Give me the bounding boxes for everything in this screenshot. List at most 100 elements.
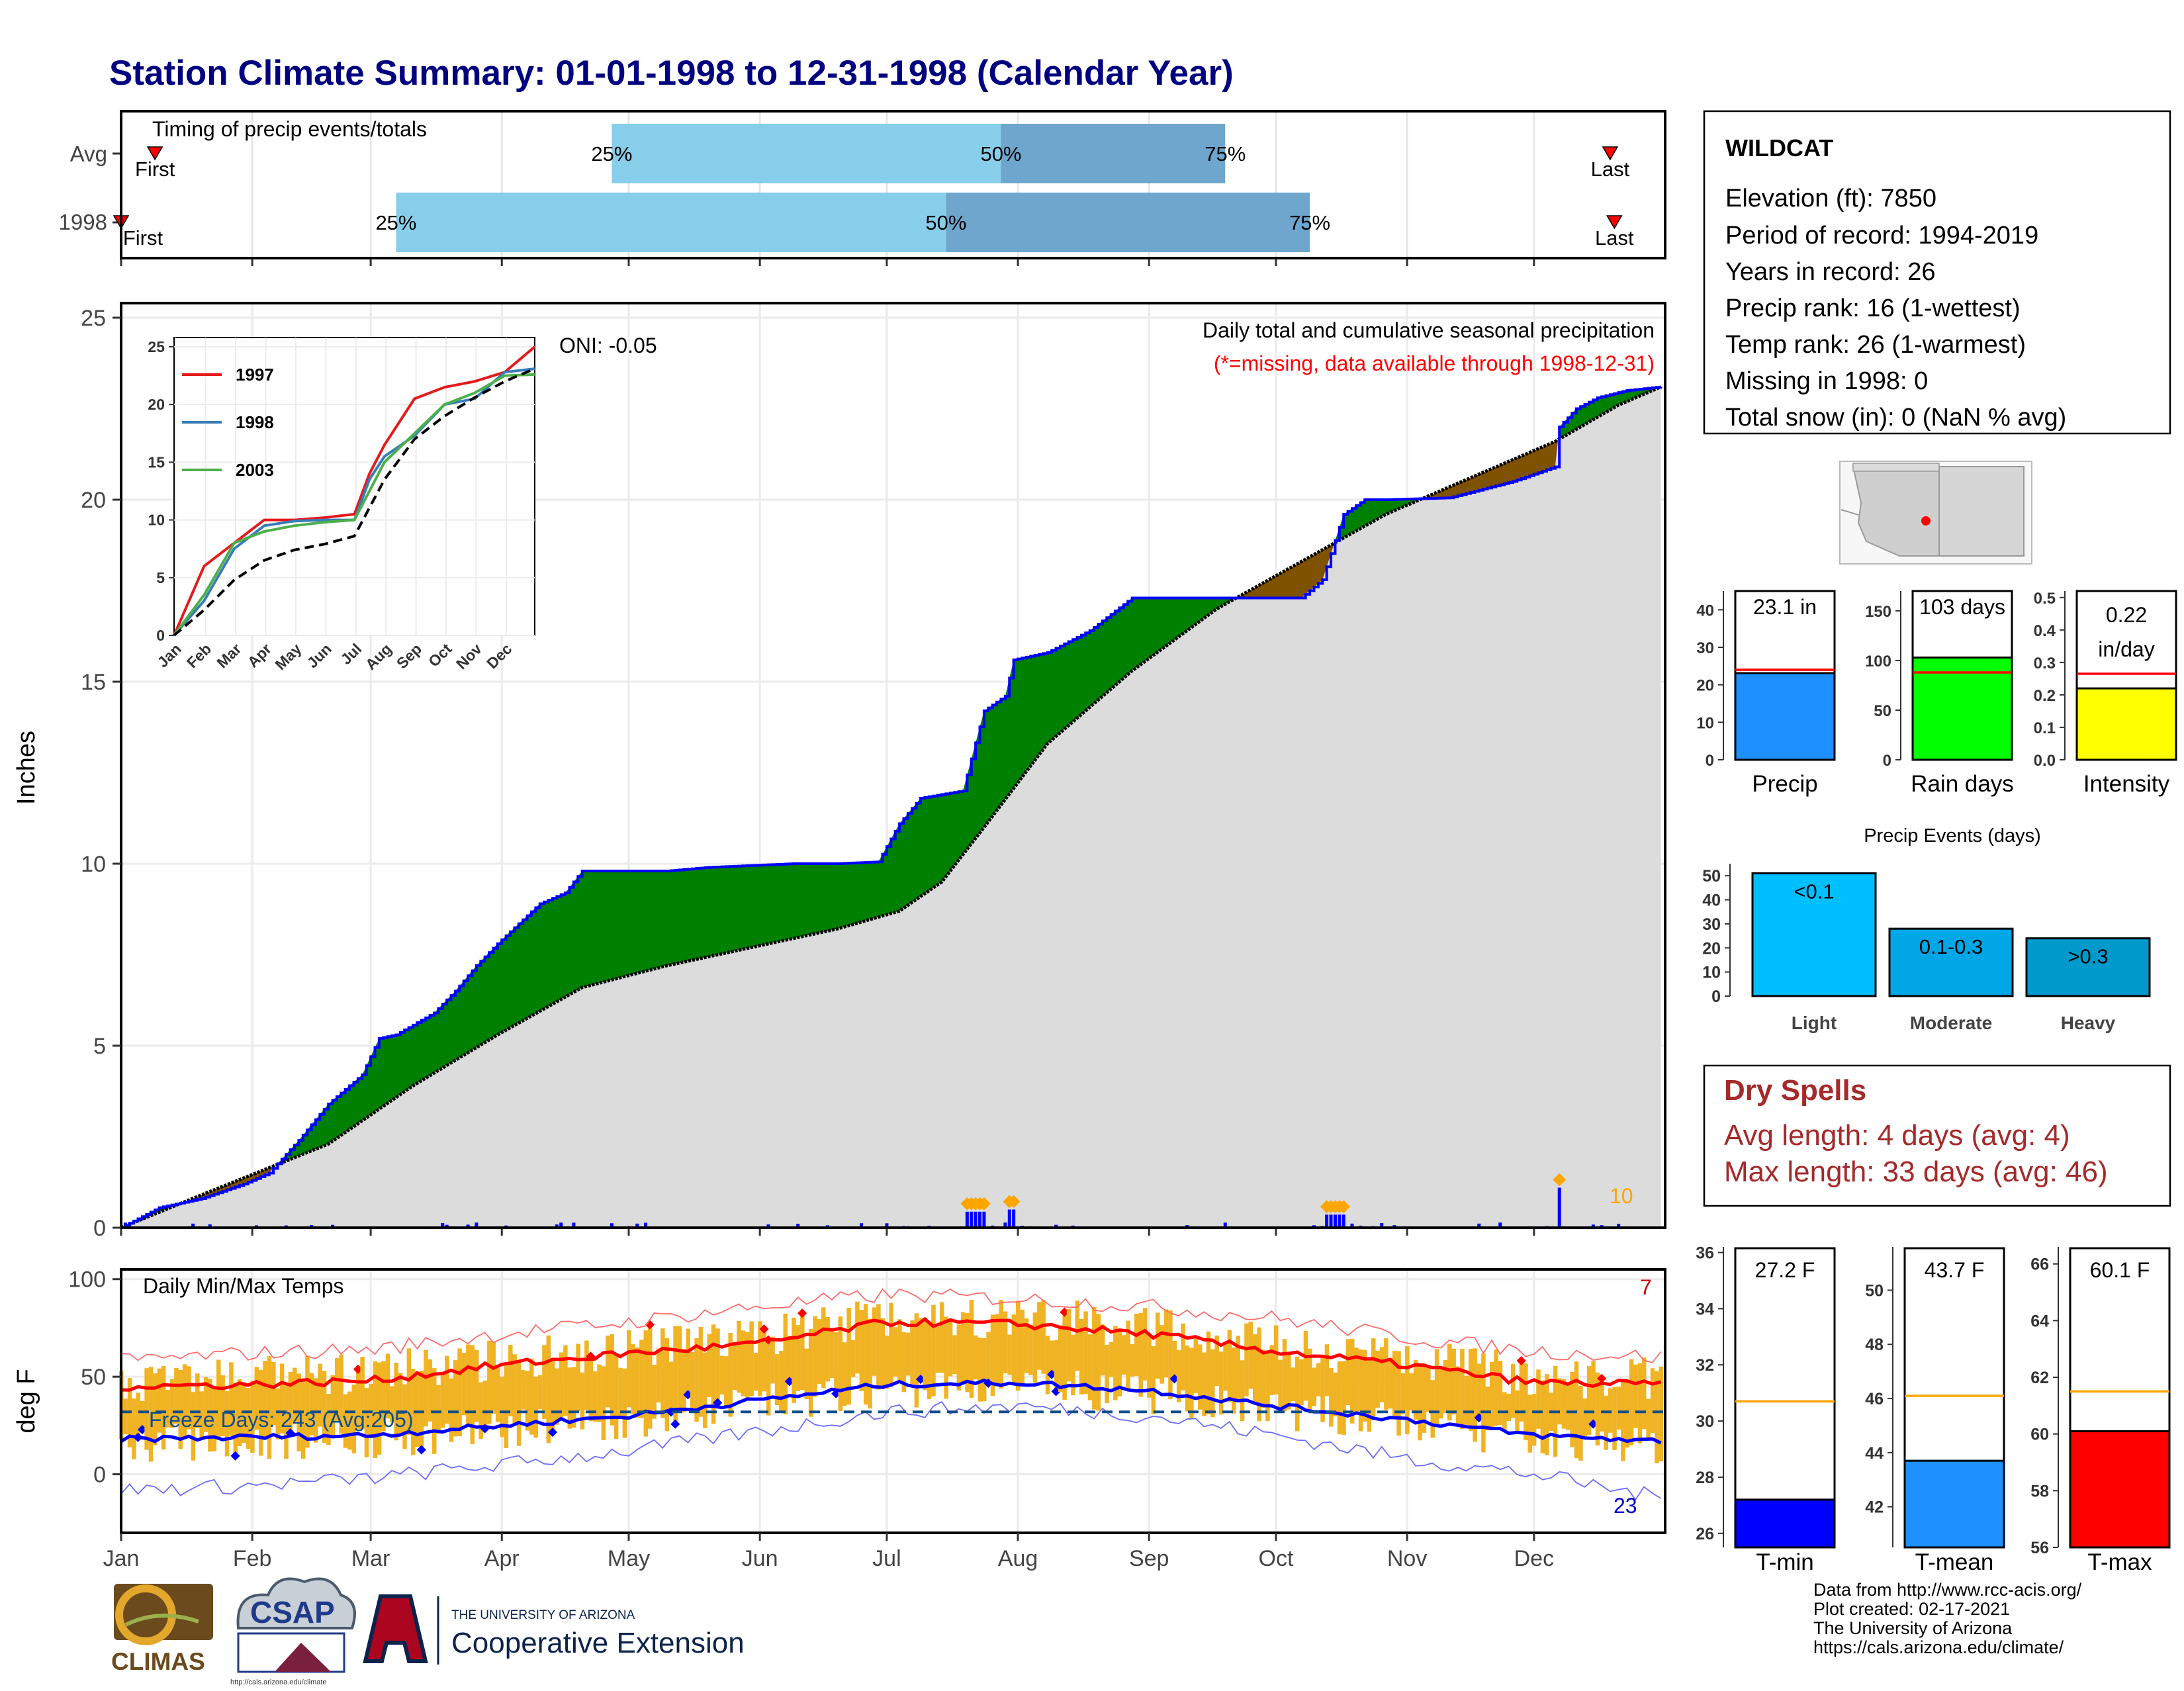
daily-temp-range-bar xyxy=(910,1320,915,1385)
temperature-bar-charts: 26 28 30 32 34 36 27.2 F T-min 42 44 46 48 50 43.7 F T… xyxy=(1696,1244,2171,1575)
station-name: WILDCAT xyxy=(1725,134,1833,161)
daily-temp-range-bar xyxy=(233,1383,238,1456)
daily-temp-range-bar xyxy=(1248,1321,1253,1389)
daily-temp-range-bar xyxy=(855,1301,860,1374)
daily-temp-range-bar xyxy=(677,1326,682,1409)
events-bar xyxy=(2025,937,2151,997)
daily-temp-range-bar xyxy=(326,1394,331,1445)
daily-temp-range-bar xyxy=(1172,1341,1177,1379)
daily-temp-range-bar xyxy=(132,1398,136,1459)
temp-bar-tick-label: 42 xyxy=(1865,1498,1884,1517)
daily-temp-range-bar xyxy=(174,1367,179,1424)
temp-bar-value xyxy=(2069,1430,2171,1549)
daily-temp-range-bar xyxy=(728,1332,733,1417)
daily-temp-range-bar xyxy=(901,1332,906,1393)
daily-temp-range-bar xyxy=(737,1320,741,1393)
climas-wordmark: CLIMAS xyxy=(111,1648,205,1675)
precip-y-tick-label: 25 xyxy=(81,306,106,331)
daily-temp-range-bar xyxy=(1455,1366,1461,1424)
daily-precip-bar xyxy=(1591,1224,1595,1228)
inset-y-tick-label: 5 xyxy=(156,569,165,586)
daily-temp-range-bar xyxy=(1342,1361,1346,1436)
mini-bar-category-label: Precip xyxy=(1752,771,1817,797)
mini-bar-tick-label: 30 xyxy=(1696,639,1714,657)
daily-temp-range-bar xyxy=(550,1359,555,1433)
temp-y-tick-label: 50 xyxy=(81,1365,106,1390)
daily-temp-range-bar xyxy=(533,1376,538,1438)
daily-temp-range-bar xyxy=(1155,1312,1160,1379)
daily-temp-range-bar xyxy=(440,1371,445,1428)
first-event-label: First xyxy=(135,158,175,181)
timing-label-75: 75% xyxy=(1289,211,1330,234)
daily-temp-range-bar xyxy=(914,1313,919,1408)
daily-temp-range-bar xyxy=(1379,1347,1385,1402)
daily-temp-range-bar xyxy=(1291,1367,1296,1402)
observed-cumulative-line xyxy=(121,386,1662,1229)
daily-temp-range-bar xyxy=(1083,1311,1088,1394)
daily-temp-range-bar xyxy=(821,1307,826,1389)
daily-precip-bar xyxy=(1350,1223,1354,1228)
temp-bar-tick-label: 50 xyxy=(1865,1281,1884,1300)
daily-temp-range-bar xyxy=(1375,1350,1380,1408)
timing-panel-frame xyxy=(120,110,1666,259)
last-event-marker xyxy=(1602,146,1619,161)
daily-temp-range-bar xyxy=(1464,1375,1469,1425)
inset-y-tick-label: 25 xyxy=(148,338,165,355)
daily-temp-range-bar xyxy=(576,1344,580,1412)
daily-temp-range-bar xyxy=(1531,1394,1537,1446)
daily-precip-bar xyxy=(610,1223,614,1228)
events-category-label: Heavy xyxy=(2061,1013,2116,1033)
daily-temp-range-bar xyxy=(491,1342,496,1414)
daily-precip-bar xyxy=(1325,1214,1329,1228)
daily-temp-range-bar xyxy=(1062,1312,1067,1400)
temp-month-label: Dec xyxy=(1514,1546,1554,1571)
daily-temp-range-bar xyxy=(1100,1324,1105,1376)
daily-temp-range-bar xyxy=(1443,1360,1448,1413)
precip-panel: 0 5 10 15 20 25 Inches Daily total and cumula… xyxy=(13,302,1666,1241)
daily-temp-range-bar xyxy=(224,1391,230,1457)
daily-temp-range-bar xyxy=(288,1371,293,1434)
daily-temp-range-bar xyxy=(1434,1349,1439,1427)
timing-bar-50-75 xyxy=(946,193,1310,252)
mini-bar-tick-label: 0.0 xyxy=(2034,752,2056,770)
daily-temp-range-bar xyxy=(521,1370,525,1410)
daily-temp-range-bar xyxy=(1451,1348,1456,1415)
daily-temp-range-bar xyxy=(402,1384,407,1449)
daily-temp-range-bar xyxy=(347,1391,352,1450)
precip-y-tick-label: 20 xyxy=(81,488,106,513)
daily-temp-range-bar xyxy=(905,1332,911,1376)
timing-label-75: 75% xyxy=(1205,142,1246,165)
daily-temp-range-bar xyxy=(229,1362,234,1436)
daily-temp-range-bar xyxy=(1604,1395,1609,1450)
daily-temp-range-bar xyxy=(724,1356,729,1408)
daily-temp-range-bar xyxy=(774,1354,780,1406)
daily-precip-bar xyxy=(572,1222,576,1228)
daily-temp-range-bar xyxy=(1409,1373,1414,1411)
csap-logo: CSAP http://cals.arizona.edu/climate xyxy=(230,1577,356,1686)
mini-bar-tick-label: 10 xyxy=(1696,714,1714,732)
station-elevation: Elevation (ft): 7850 xyxy=(1725,185,1936,212)
daily-temp-range-bar xyxy=(610,1334,614,1426)
daily-temp-range-bar xyxy=(1358,1349,1363,1432)
daily-precip-bar xyxy=(1498,1222,1502,1228)
daily-temp-range-bar xyxy=(571,1367,576,1428)
daily-temp-range-bar xyxy=(1308,1348,1312,1412)
daily-temp-range-bar xyxy=(1303,1330,1308,1401)
daily-temp-range-bar xyxy=(385,1353,390,1419)
mini-bar-value xyxy=(1734,672,1836,761)
dry-spells-avg: Avg length: 4 days (avg: 4) xyxy=(1724,1119,2070,1152)
record-high-marker xyxy=(797,1308,807,1318)
daily-temp-range-bar xyxy=(1506,1393,1512,1422)
record-max-line xyxy=(120,1288,1662,1363)
daily-temp-range-bar xyxy=(1214,1335,1219,1387)
daily-precip-bar xyxy=(1054,1224,1058,1228)
daily-temp-range-bar xyxy=(1316,1363,1321,1396)
daily-precip-bar xyxy=(766,1224,770,1228)
map-state-new-mexico xyxy=(1938,466,2025,557)
last-event-label: Last xyxy=(1591,158,1630,181)
daily-temp-range-bar xyxy=(394,1362,398,1441)
daily-temp-range-bar xyxy=(686,1328,690,1395)
temp-bar-tick-label: 44 xyxy=(1865,1444,1884,1463)
timing-panel: 25% 50% 75% First Last 25% 50% 75% First Last Tim… xyxy=(59,110,1666,266)
daily-temp-range-bar xyxy=(1524,1363,1528,1440)
